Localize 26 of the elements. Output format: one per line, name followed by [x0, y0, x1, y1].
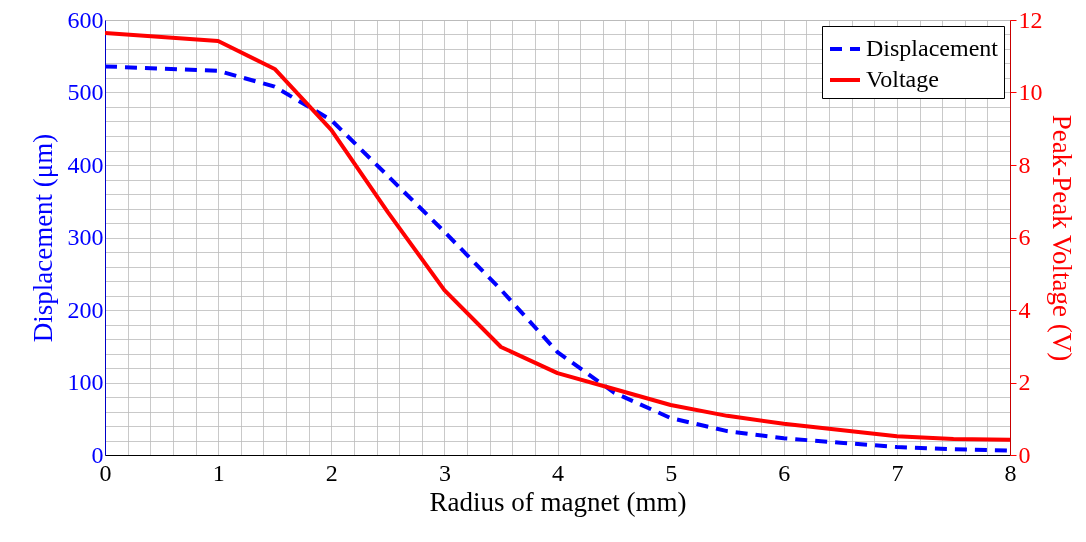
y2-axis-title: Peak-Peak Voltage (V) [1046, 114, 1077, 362]
x-tick-label: 8 [1004, 459, 1017, 486]
y-axis-title: Displacement (μm) [27, 133, 58, 343]
y-tick-label: 600 [67, 6, 104, 33]
x-tick-label: 7 [891, 459, 904, 486]
y2-tick-label: 4 [1018, 296, 1031, 323]
x-tick-label: 1 [212, 459, 225, 486]
y-tick-label: 100 [67, 369, 104, 395]
y2-tick-label: 8 [1018, 151, 1031, 178]
y-tick-label: 300 [67, 224, 104, 250]
x-tick-label: 2 [325, 459, 338, 486]
y2-tick-label: 12 [1018, 6, 1043, 33]
y-tick-label: 200 [67, 296, 104, 323]
y2-tick-label: 0 [1018, 441, 1031, 468]
y-tick-label: 500 [67, 79, 104, 105]
x-tick-label: 5 [665, 459, 678, 486]
y-tick-label: 400 [67, 151, 104, 178]
x-tick-label: 6 [778, 459, 791, 486]
y2-tick-label: 2 [1018, 369, 1031, 395]
y2-tick-label: 6 [1018, 224, 1031, 250]
x-axis-title: Radius of magnet (mm) [429, 486, 687, 517]
legend-label: Displacement [866, 35, 999, 61]
x-tick-label: 3 [438, 459, 451, 486]
x-tick-label: 4 [552, 459, 564, 486]
y2-tick-label: 10 [1018, 79, 1043, 105]
legend-label: Voltage [866, 66, 939, 92]
